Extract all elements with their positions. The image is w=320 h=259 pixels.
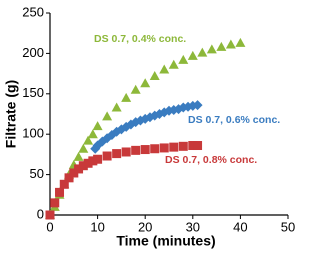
data-point	[140, 145, 150, 155]
data-point	[193, 141, 203, 151]
data-point	[55, 187, 65, 197]
chart: Time (minutes) Filtrate (g) 050100150200…	[3, 4, 296, 249]
y-tick-label: 0	[37, 206, 44, 221]
data-point	[93, 154, 103, 164]
y-tick-label: 200	[22, 45, 44, 60]
x-tick-label: 20	[138, 219, 152, 234]
data-point	[169, 142, 179, 152]
data-point	[121, 92, 132, 102]
data-point	[73, 151, 84, 161]
x-tick-label: 40	[233, 219, 247, 234]
y-tick-label: 250	[22, 4, 44, 19]
data-point	[111, 102, 122, 112]
data-point	[83, 135, 94, 145]
x-tick-label: 30	[186, 219, 200, 234]
y-tick-label: 150	[22, 85, 44, 100]
data-point	[192, 100, 203, 111]
data-point	[187, 50, 198, 60]
x-axis-title: Time (minutes)	[116, 233, 215, 249]
annotation: DS 0.7, 0.4% conc.	[94, 33, 186, 45]
data-point	[178, 54, 189, 64]
data-point	[197, 47, 208, 57]
data-point	[149, 71, 160, 81]
y-axis-title: Filtrate (g)	[3, 80, 19, 148]
data-point	[130, 84, 141, 94]
y-tick-label: 50	[30, 166, 44, 181]
x-tick-label: 50	[281, 219, 295, 234]
data-point	[45, 210, 55, 220]
data-point	[225, 39, 236, 49]
data-point	[83, 158, 93, 168]
x-tick-label: 0	[46, 219, 53, 234]
data-point	[112, 149, 122, 159]
y-tick-label: 100	[22, 126, 44, 141]
x-tick-label: 10	[90, 219, 104, 234]
data-point	[87, 129, 98, 139]
data-point	[78, 161, 88, 171]
annotation: DS 0.7, 0.8% conc.	[165, 154, 257, 166]
data-point	[74, 164, 84, 174]
data-point	[140, 78, 151, 88]
data-point	[178, 141, 188, 151]
data-point	[102, 151, 112, 161]
data-point	[168, 59, 179, 69]
data-point	[150, 144, 160, 154]
data-point	[64, 173, 74, 183]
data-point	[206, 44, 217, 54]
data-point	[50, 198, 60, 208]
data-point	[92, 121, 103, 131]
data-point	[121, 147, 131, 157]
data-point	[116, 124, 127, 135]
data-point	[235, 37, 246, 47]
data-point	[88, 156, 98, 166]
annotation: DS 0.7, 0.6% conc.	[188, 114, 280, 126]
data-point	[216, 41, 227, 51]
data-point	[102, 111, 113, 121]
data-point	[131, 145, 141, 155]
data-point	[59, 179, 69, 189]
data-point	[69, 168, 79, 178]
data-point	[159, 143, 169, 153]
data-point	[159, 64, 170, 74]
data-point	[188, 141, 198, 151]
data-point	[78, 143, 89, 153]
